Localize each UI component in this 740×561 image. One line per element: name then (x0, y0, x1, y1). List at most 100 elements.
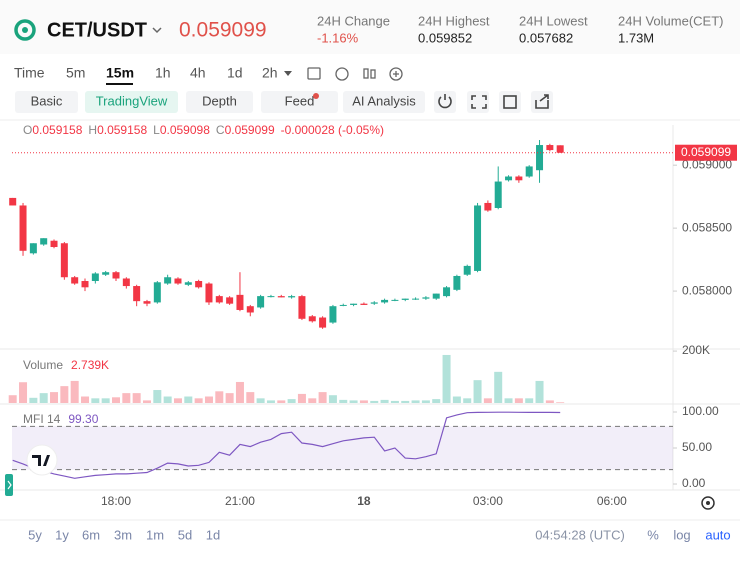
candle-body (236, 294, 244, 310)
volume-bar (390, 400, 399, 403)
axis-settings[interactable] (701, 496, 715, 510)
tab[interactable] (186, 91, 253, 113)
indicator-icon[interactable] (307, 67, 321, 80)
interval[interactable]: Time (14, 65, 45, 81)
interval[interactable]: 5m (66, 65, 85, 81)
price-tag (675, 144, 737, 161)
x-tick-label: 18:00 (101, 494, 131, 508)
candle-body (133, 286, 141, 302)
stat-value: 0.057682 (519, 30, 573, 45)
x-tick-label: 03:00 (473, 494, 503, 508)
candle-body (350, 303, 358, 305)
share-icon (535, 94, 549, 109)
volume-legend: Volume 2.739K (23, 358, 109, 372)
candle-body (71, 277, 79, 284)
range-button[interactable]: 5y (28, 527, 42, 542)
candle-body (360, 303, 368, 305)
candle-body (81, 281, 89, 288)
volume-bar (8, 395, 17, 403)
candle-icon[interactable] (363, 68, 369, 79)
volume-bar (504, 398, 513, 403)
volume-bar (287, 399, 296, 403)
interval[interactable]: 1h (155, 65, 171, 81)
ohlc-value: 0.059099 (225, 123, 275, 137)
volume-bar (452, 396, 461, 403)
candle-body (401, 298, 409, 300)
mfi-tick-label: 100.00 (682, 404, 719, 418)
tab[interactable] (15, 91, 78, 113)
candle-body (9, 197, 17, 206)
volume-bar (50, 392, 59, 403)
volume-bar (142, 400, 151, 403)
ohlc-change: -0.000028 (-0.05%) (281, 123, 384, 137)
volume-bar (112, 397, 120, 403)
candle-body (525, 166, 533, 177)
volume-bar (266, 400, 275, 403)
price-tick-label: 0.058500 (682, 220, 732, 234)
volume-bar (235, 381, 244, 403)
range-button[interactable]: 1m (146, 527, 164, 542)
candle-body (515, 176, 523, 181)
candle-body (91, 273, 99, 282)
axis-settings-dot (706, 501, 710, 505)
candle-body (370, 302, 378, 304)
layout-icon (503, 95, 517, 109)
candle-body (484, 202, 492, 211)
interval[interactable]: 2h (262, 65, 278, 81)
volume-bar (411, 400, 420, 403)
range-button[interactable]: 1d (206, 527, 220, 542)
notification-dot (313, 93, 319, 99)
candle-body (184, 282, 192, 285)
mfi-last: 99.30 (68, 412, 98, 426)
mfi-legend: MFI 14 99.30 (23, 412, 99, 426)
candle-body (494, 181, 502, 208)
volume-bar (81, 396, 90, 403)
candle-body (246, 306, 254, 313)
range-button[interactable]: 5d (178, 527, 192, 542)
add-icon[interactable] (389, 67, 403, 81)
coin-logo (14, 19, 36, 41)
candle-body (215, 296, 223, 303)
tab[interactable] (85, 91, 178, 113)
price-tick-label: 0.059000 (682, 157, 732, 171)
scale-option[interactable]: auto (705, 527, 730, 542)
tab-label: TradingView (96, 93, 168, 108)
volume-last: 2.739K (71, 358, 109, 372)
range-button[interactable]: 3m (114, 527, 132, 542)
pair[interactable]: CET/USDT (47, 19, 147, 41)
stat-label: 24H Volume(CET) (618, 13, 723, 28)
interval[interactable]: 4h (190, 65, 206, 81)
interval[interactable]: 15m (106, 65, 134, 81)
candle-body (288, 296, 296, 298)
candle-body (339, 304, 347, 306)
fullscreen-icon (471, 95, 487, 109)
tool-button[interactable] (467, 91, 489, 113)
volume-bar (432, 399, 441, 403)
tool-button[interactable] (531, 91, 553, 113)
candle-body (60, 243, 68, 278)
tab[interactable] (343, 91, 425, 113)
settings-icon[interactable] (335, 67, 349, 81)
stat-label: 24H Lowest (519, 13, 588, 28)
candle-body (391, 299, 399, 301)
tab-label: AI Analysis (352, 93, 416, 108)
tool-button[interactable] (434, 91, 456, 113)
pair-dropdown[interactable] (152, 27, 162, 34)
candle-icon[interactable] (370, 69, 376, 79)
scale-option[interactable]: % (647, 527, 659, 542)
tool-button[interactable] (499, 91, 521, 113)
tv-logo[interactable] (26, 444, 58, 476)
range-button[interactable]: 1y (55, 527, 69, 542)
interval-dropdown[interactable] (284, 71, 292, 76)
volume-bar (246, 392, 255, 403)
interval[interactable]: 1d (227, 65, 243, 81)
candle-body (174, 278, 182, 284)
side-toggle[interactable] (5, 474, 13, 496)
scale-option[interactable]: log (673, 527, 690, 542)
volume-bar (473, 380, 482, 403)
candle-body (319, 317, 327, 328)
volume-bar (101, 398, 110, 403)
range-button[interactable]: 6m (82, 527, 100, 542)
candle-body (381, 299, 389, 303)
